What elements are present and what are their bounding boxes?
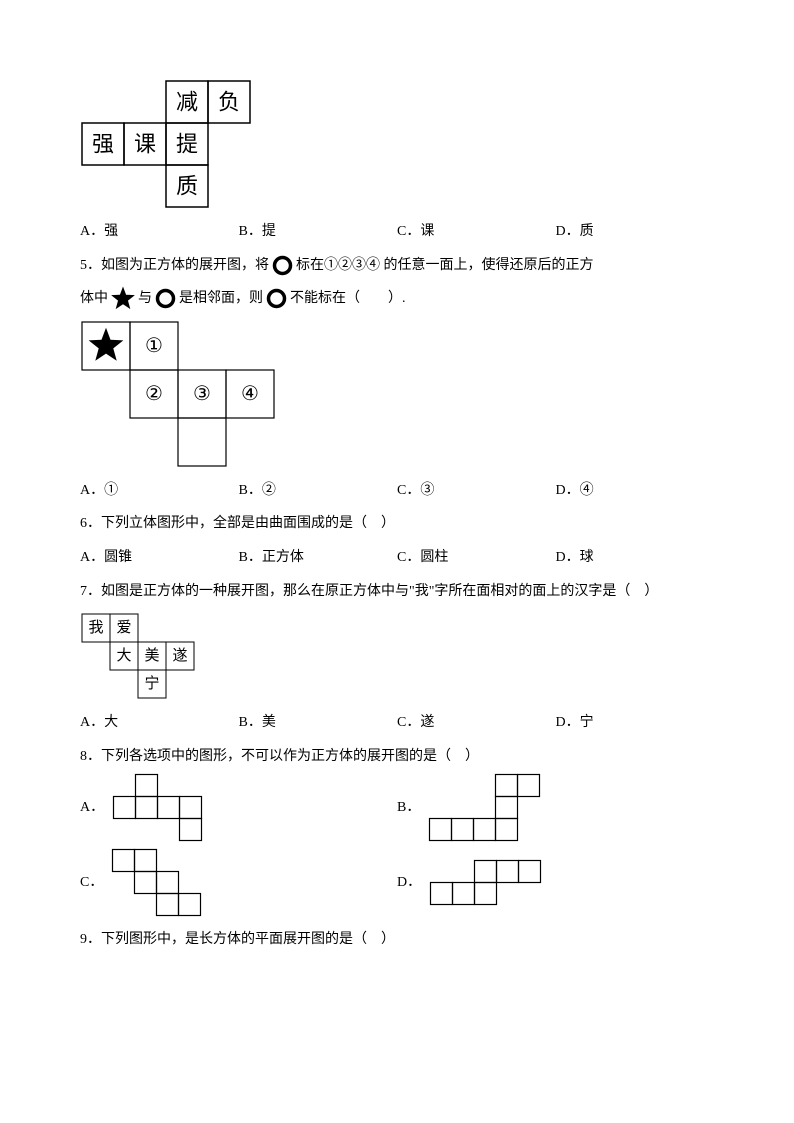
q4-opt-a: A．强: [80, 215, 239, 249]
svg-text:②: ②: [145, 383, 163, 405]
q5-line2d: 不能标在（ ）.: [290, 291, 406, 306]
star-icon: [108, 286, 138, 312]
q5-opt-b: B．②: [239, 474, 398, 508]
q5-line2a: 体中: [80, 291, 108, 306]
q5-opt-a: A．①: [80, 474, 239, 508]
q5-opt-d: D．④: [556, 474, 715, 508]
svg-text:宁: 宁: [144, 675, 159, 692]
q4-opt-c: C．课: [397, 215, 556, 249]
q8-net-b: [428, 773, 541, 842]
q8-label-a: A．: [80, 791, 104, 825]
q7-options: A．大 B．美 C．遂 D．宁: [80, 706, 714, 740]
q7-opt-b: B．美: [239, 706, 398, 740]
q8-opt-d-row: D．: [397, 848, 714, 917]
q7-net-svg: 我爱大美遂宁: [80, 612, 196, 700]
q4-net-figure: 减负强课提质: [80, 79, 714, 209]
q5-line1b: 标在①②③④ 的任意一面上，使得还原后的正方: [296, 258, 594, 273]
q5-net-svg: ① ② ③ ④: [80, 320, 276, 468]
svg-text:爱: 爱: [116, 619, 131, 636]
svg-text:大: 大: [116, 647, 131, 664]
circle-icon: [263, 287, 290, 310]
q6-options: A．圆锥 B．正方体 C．圆柱 D．球: [80, 541, 714, 575]
svg-text:美: 美: [144, 647, 159, 664]
q5-text-2: 体中 与 是相邻面，则 不能标在（ ）.: [80, 282, 714, 316]
q5-line2c: 是相邻面，则: [179, 291, 263, 306]
q7-opt-c: C．遂: [397, 706, 556, 740]
q5-opt-c: C．③: [397, 474, 556, 508]
q4-opt-d: D．质: [556, 215, 715, 249]
q6-opt-d: D．球: [556, 541, 715, 575]
q4-options: A．强 B．提 C．课 D．质: [80, 215, 714, 249]
svg-text:减: 减: [176, 90, 198, 115]
q5-options: A．① B．② C．③ D．④: [80, 474, 714, 508]
q4-opt-b: B．提: [239, 215, 398, 249]
q8-label-b: B．: [397, 791, 420, 825]
q8-options: A． B． C． D．: [80, 773, 714, 923]
svg-text:强: 强: [92, 132, 114, 157]
q5-text: 5．如图为正方体的展开图，将 标在①②③④ 的任意一面上，使得还原后的正方: [80, 249, 714, 283]
q8-net-d: [429, 859, 542, 906]
q5-line2b: 与: [138, 291, 152, 306]
q8-label-c: C．: [80, 866, 103, 900]
q7-net-figure: 我爱大美遂宁: [80, 612, 714, 700]
q5-net-figure: ① ② ③ ④: [80, 320, 714, 468]
q6-opt-c: C．圆柱: [397, 541, 556, 575]
q9-text: 9．下列图形中，是长方体的平面展开图的是（ ）: [80, 923, 714, 957]
q6-opt-a: A．圆锥: [80, 541, 239, 575]
q8-opt-c-row: C．: [80, 848, 397, 917]
svg-text:负: 负: [218, 90, 240, 115]
q6-opt-b: B．正方体: [239, 541, 398, 575]
q7-opt-d: D．宁: [556, 706, 715, 740]
q8-label-d: D．: [397, 866, 421, 900]
svg-text:③: ③: [193, 383, 211, 405]
q8-opt-b-row: B．: [397, 773, 714, 842]
svg-text:④: ④: [241, 383, 259, 405]
q7-opt-a: A．大: [80, 706, 239, 740]
svg-text:我: 我: [88, 619, 103, 636]
svg-text:质: 质: [176, 174, 198, 199]
q8-opt-a-row: A．: [80, 773, 397, 842]
svg-text:遂: 遂: [172, 647, 187, 664]
svg-text:课: 课: [134, 132, 156, 157]
q6-text: 6．下列立体图形中，全部是由曲面围成的是（ ）: [80, 507, 714, 541]
circle-icon: [269, 254, 296, 277]
q4-net-svg: 减负强课提质: [80, 79, 252, 209]
svg-text:①: ①: [145, 335, 163, 357]
svg-text:提: 提: [176, 132, 198, 157]
circle-icon: [152, 287, 179, 310]
q8-net-a: [112, 773, 203, 842]
q8-net-c: [111, 848, 202, 917]
q7-text: 7．如图是正方体的一种展开图，那么在原正方体中与"我"字所在面相对的面上的汉字是…: [80, 575, 714, 609]
q5-line1a: 5．如图为正方体的展开图，将: [80, 258, 269, 273]
q8-text: 8．下列各选项中的图形，不可以作为正方体的展开图的是（ ）: [80, 740, 714, 774]
